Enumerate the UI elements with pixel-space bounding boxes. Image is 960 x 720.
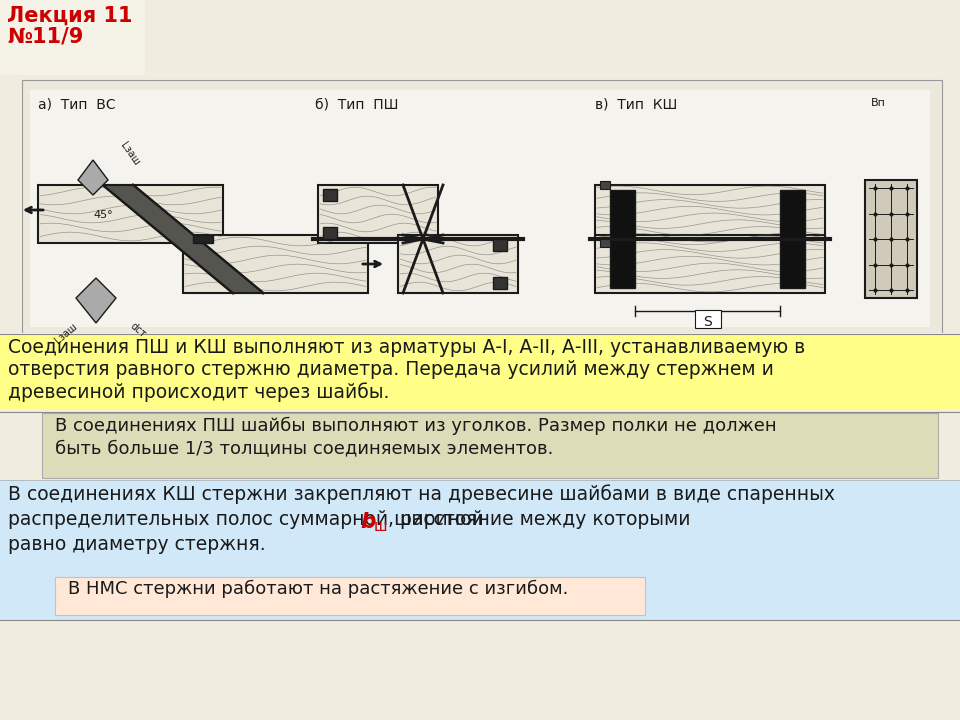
Bar [318,185,438,243]
Text: в)  Тип  КШ: в) Тип КШ [595,98,677,112]
Text: отверстия равного стержню диаметра. Передача усилий между стержнем и: отверстия равного стержню диаметра. Пере… [8,360,774,379]
Bar [38,185,223,243]
Text: равно диаметру стержня.: равно диаметру стержня. [8,535,266,554]
Bar [323,227,337,239]
Text: б)  Тип  ПШ: б) Тип ПШ [315,98,398,112]
FancyBboxPatch shape [0,333,960,410]
Bar [595,235,825,293]
Bar [493,277,507,289]
Polygon shape [76,278,116,323]
FancyBboxPatch shape [0,0,145,75]
Text: В НМС стержни работают на растяжение с изгибом.: В НМС стержни работают на растяжение с и… [68,580,568,598]
FancyBboxPatch shape [0,480,960,620]
Bar [595,185,825,243]
FancyBboxPatch shape [30,90,930,327]
Text: $\boldsymbol{b}_{\!\boldsymbol{\mathsf{ш}}}$: $\boldsymbol{b}_{\!\boldsymbol{\mathsf{ш… [360,510,387,534]
Text: 45°: 45° [93,210,112,220]
FancyBboxPatch shape [55,577,645,615]
Bar [323,189,337,201]
Bar [610,190,635,238]
Text: dст: dст [128,321,148,340]
Text: №11/9: №11/9 [7,27,84,47]
Polygon shape [103,185,263,293]
FancyBboxPatch shape [694,310,721,328]
Bar [610,240,635,288]
Bar [780,240,805,288]
Bar [493,239,507,251]
Text: распределительных полос суммарной шириной: распределительных полос суммарной ширино… [8,510,490,529]
Text: а)  Тип  ВС: а) Тип ВС [38,98,115,112]
Text: Соединения ПШ и КШ выполняют из арматуры А-I, А-II, А-III, устанавливаемую в: Соединения ПШ и КШ выполняют из арматуры… [8,338,805,357]
Text: В соединениях ПШ шайбы выполняют из уголков. Размер полки не должен: В соединениях ПШ шайбы выполняют из угол… [55,417,777,436]
FancyBboxPatch shape [22,80,942,335]
Text: Вп: Вп [871,98,885,108]
Bar [183,235,368,293]
Text: , расстояние между которыми: , расстояние между которыми [381,510,690,529]
Text: древесиной происходит через шайбы.: древесиной происходит через шайбы. [8,382,390,402]
Bar [780,190,805,238]
FancyBboxPatch shape [42,413,938,478]
Text: Лекция 11: Лекция 11 [7,6,132,26]
Text: Lзаш: Lзаш [53,321,79,345]
Polygon shape [78,160,108,195]
Bar [865,180,917,298]
Bar [193,235,213,243]
Text: Lзаш: Lзаш [118,140,141,167]
Bar [398,235,518,293]
Bar [600,239,610,247]
Bar [600,181,610,189]
Text: S: S [703,315,712,329]
Text: В соединениях КШ стержни закрепляют на древесине шайбами в виде спаренных: В соединениях КШ стержни закрепляют на д… [8,484,835,504]
Text: быть больше 1/3 толщины соединяемых элементов.: быть больше 1/3 толщины соединяемых элем… [55,439,553,457]
